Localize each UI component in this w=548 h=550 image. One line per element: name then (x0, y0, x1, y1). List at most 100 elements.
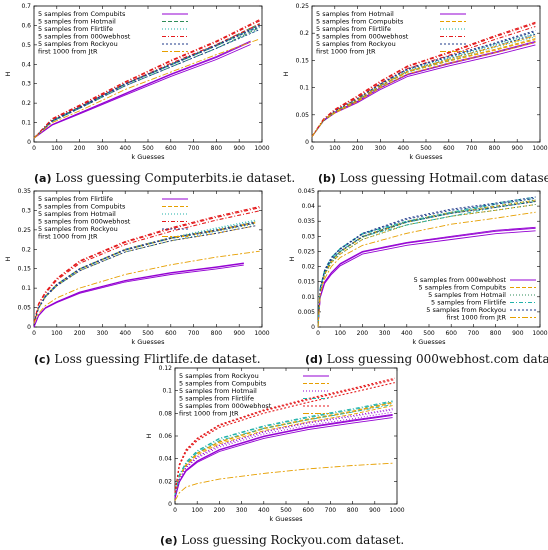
y-tick-label-a-2: 0.2 (21, 100, 31, 107)
legend-label-b-2: 5 samples from Flirtlife (316, 25, 391, 33)
caption-c-text: Loss guessing Flirtlife.de dataset. (54, 352, 261, 366)
x-tick-label-b-1: 100 (329, 145, 341, 152)
caption-b-letter: (b) (318, 172, 336, 185)
y-tick-label-d-9: 0.045 (298, 188, 315, 195)
series-a-5 (33, 38, 260, 139)
legend-label-d-5: first 1000 from JtR (446, 314, 506, 322)
series-line-a-0-1 (33, 44, 251, 139)
series-line-c-0-2 (33, 263, 244, 328)
legend-label-c-5: first 1000 from JtR (38, 233, 98, 241)
series-line-d-2-1 (317, 204, 536, 328)
caption-c-letter: (c) (34, 353, 51, 366)
series-d-4 (317, 196, 536, 328)
x-axis-label-b: k Guesses (409, 153, 443, 161)
series-b-5 (311, 35, 536, 137)
y-tick-label-c-3: 0.15 (18, 266, 32, 273)
x-axis-label-c: k Guesses (131, 338, 165, 346)
series-line-b-0-1 (311, 44, 536, 137)
y-axis-label-d: H (288, 256, 296, 261)
series-line-b-0-0 (311, 40, 536, 137)
x-tick-label-e-3: 300 (236, 507, 248, 514)
x-tick-label-c-3: 300 (97, 330, 109, 337)
x-tick-label-a-4: 400 (119, 145, 131, 152)
legend-label-a-0: 5 samples from Compubits (38, 10, 126, 18)
y-axis-label-b: H (282, 71, 290, 76)
y-tick-label-d-3: 0.015 (298, 279, 315, 286)
series-c-5 (33, 250, 260, 324)
legend-label-a-2: 5 samples from Flirtlife (38, 25, 113, 33)
y-tick-label-e-4: 0.08 (159, 410, 173, 417)
y-tick-label-e-2: 0.04 (159, 456, 173, 463)
series-line-c-3-1 (33, 210, 260, 324)
series-line-c-4-2 (33, 222, 256, 324)
series-a-3 (33, 19, 260, 139)
y-tick-label-d-1: 0.005 (298, 309, 315, 316)
x-tick-label-e-9: 900 (369, 507, 381, 514)
caption-d: (d) Loss guessing 000webhost.com dataset… (305, 352, 548, 366)
x-tick-label-a-5: 500 (142, 145, 154, 152)
x-tick-label-a-10: 1000 (254, 145, 269, 152)
y-tick-label-c-2: 0.1 (21, 285, 31, 292)
series-line-c-5-0 (33, 250, 260, 324)
x-tick-label-e-8: 800 (347, 507, 359, 514)
series-line-e-0-2 (174, 414, 393, 499)
x-tick-label-b-0: 0 (310, 145, 314, 152)
y-tick-label-e-0: 0 (168, 501, 172, 508)
series-line-e-3-2 (174, 401, 393, 495)
series-line-a-5-0 (33, 38, 260, 139)
x-tick-label-e-1: 100 (191, 507, 203, 514)
legend-label-b-0: 5 samples from Hotmail (316, 10, 394, 18)
x-tick-label-b-7: 700 (466, 145, 478, 152)
x-tick-label-b-6: 600 (443, 145, 455, 152)
legend-label-d-4: 5 samples from Rockyou (426, 306, 506, 314)
series-b-3 (311, 21, 536, 137)
x-axis-label-a: k Guesses (131, 153, 165, 161)
x-tick-label-b-8: 800 (489, 145, 501, 152)
legend-label-e-1: 5 samples from Compubits (179, 380, 267, 388)
legend-label-b-1: 5 samples from Compubits (316, 18, 404, 26)
x-tick-label-d-9: 900 (512, 330, 524, 337)
legend-label-e-2: 5 samples from Hotmail (179, 387, 257, 395)
legend-label-c-2: 5 samples from Hotmail (38, 210, 116, 218)
x-tick-label-e-7: 700 (325, 507, 337, 514)
series-line-d-5-0 (317, 211, 536, 328)
caption-e-text: Loss guessing Rockyou.com dataset. (181, 533, 405, 547)
x-tick-label-a-1: 100 (51, 145, 63, 152)
series-line-e-2-1 (174, 411, 393, 498)
x-tick-label-c-1: 100 (51, 330, 63, 337)
legend-label-c-3: 5 samples from 000webhost (38, 218, 131, 226)
series-line-e-2-0 (174, 408, 393, 498)
caption-b: (b) Loss guessing Hotmail.com dataset. (318, 171, 548, 185)
y-tick-label-c-4: 0.2 (21, 246, 31, 253)
series-line-e-5-0 (174, 462, 393, 501)
x-tick-label-d-2: 200 (357, 330, 369, 337)
y-tick-label-c-7: 0.35 (18, 188, 32, 195)
series-line-e-4-2 (174, 378, 395, 493)
caption-e-letter: (e) (160, 534, 178, 547)
series-d-5 (317, 211, 536, 328)
x-tick-label-a-0: 0 (32, 145, 36, 152)
x-tick-label-e-4: 400 (258, 507, 270, 514)
series-c-4 (33, 221, 256, 324)
legend-label-e-4: 5 samples from 000webhost (179, 402, 272, 410)
series-c-0 (33, 262, 244, 328)
legend-label-e-0: 5 samples from Rockyou (179, 372, 259, 380)
series-a-0 (33, 40, 251, 139)
legend-label-e-5: first 1000 from JtR (179, 410, 239, 418)
series-d-0 (317, 226, 536, 328)
legend-label-b-4: 5 samples from Rockyou (316, 40, 396, 48)
y-tick-label-a-1: 0.1 (21, 120, 31, 127)
x-tick-label-c-5: 500 (142, 330, 154, 337)
legend-label-a-1: 5 samples from Hotmail (38, 18, 116, 26)
series-line-a-0-2 (33, 41, 251, 139)
x-tick-label-a-8: 800 (211, 145, 223, 152)
legend-label-a-4: 5 samples from Rockyou (38, 40, 118, 48)
x-tick-label-d-5: 500 (423, 330, 435, 337)
legend-label-b-5: first 1000 from JtR (316, 48, 376, 56)
x-tick-label-b-9: 900 (511, 145, 523, 152)
caption-c: (c) Loss guessing Flirtlife.de dataset. (34, 352, 261, 366)
x-tick-label-d-6: 600 (445, 330, 457, 337)
x-tick-label-c-2: 200 (74, 330, 86, 337)
legend-label-a-3: 5 samples from 000webhost (38, 33, 131, 41)
series-line-d-4-2 (317, 197, 536, 328)
